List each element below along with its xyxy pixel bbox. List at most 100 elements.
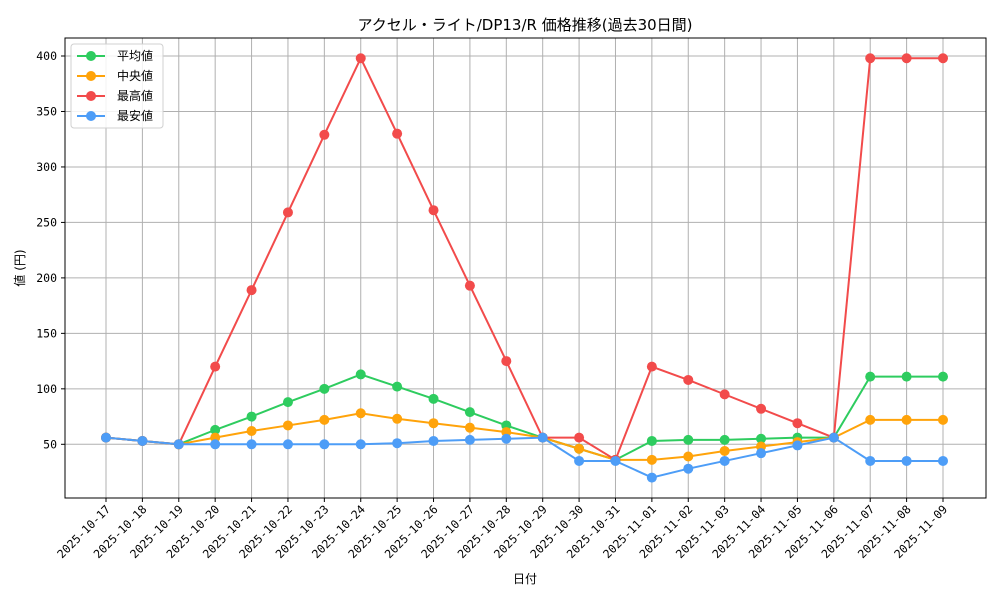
data-point — [282, 207, 293, 218]
series-最安値 — [101, 432, 948, 483]
data-point — [574, 443, 585, 454]
legend-label: 平均値 — [117, 48, 153, 63]
data-point — [683, 463, 694, 474]
data-point — [282, 439, 293, 450]
data-point — [355, 53, 366, 64]
data-point — [683, 451, 694, 462]
y-axis-label: 値 (円) — [12, 249, 27, 286]
chart-title: アクセル・ライト/DP13/R 価格推移(過去30日間) — [357, 16, 692, 34]
data-point — [428, 435, 439, 446]
data-point — [210, 439, 221, 450]
data-point — [101, 432, 111, 443]
y-tick-label: 250 — [36, 215, 57, 229]
y-tick-label: 400 — [36, 49, 57, 63]
data-point — [610, 455, 621, 466]
data-point — [901, 371, 912, 382]
data-point — [173, 439, 184, 450]
data-point — [392, 128, 403, 139]
data-point — [392, 438, 403, 449]
series-中央値 — [101, 408, 948, 465]
data-point — [355, 369, 366, 380]
data-point — [756, 433, 767, 444]
data-point — [646, 435, 657, 446]
data-point — [210, 361, 221, 372]
x-axis-ticks: 2025-10-172025-10-182025-10-192025-10-20… — [54, 498, 950, 561]
y-tick-label: 300 — [36, 160, 57, 174]
legend-marker-icon — [86, 51, 96, 61]
data-point — [828, 432, 839, 443]
data-point — [938, 414, 948, 425]
y-axis-ticks: 50 100 150 200 250 300 350 400 — [36, 49, 65, 451]
data-point — [355, 408, 366, 419]
data-point — [537, 432, 548, 443]
legend-box — [70, 43, 164, 129]
data-point — [683, 374, 694, 385]
legend-item: 平均値 — [77, 48, 153, 63]
data-point — [137, 435, 148, 446]
data-point — [901, 53, 912, 64]
data-point — [282, 420, 293, 431]
data-point — [719, 445, 730, 456]
y-tick-label: 350 — [36, 104, 57, 118]
x-axis-label: 日付 — [513, 572, 537, 586]
data-point — [282, 397, 293, 408]
legend-item: 最安値 — [77, 108, 153, 123]
data-point — [428, 418, 439, 429]
data-point — [792, 440, 803, 451]
legend-marker-icon — [86, 71, 96, 81]
data-point — [428, 205, 439, 216]
data-point — [719, 389, 730, 400]
data-point — [246, 285, 257, 296]
y-tick-label: 50 — [43, 437, 57, 451]
data-point — [646, 472, 657, 483]
data-point — [392, 413, 403, 424]
data-point — [574, 455, 585, 466]
data-point — [938, 53, 948, 64]
series-line — [105, 436, 943, 479]
series-lines — [101, 53, 948, 483]
legend-item: 中央値 — [77, 68, 153, 83]
data-point — [719, 434, 730, 445]
series-line — [105, 55, 943, 462]
data-point — [246, 425, 257, 436]
data-point — [865, 414, 876, 425]
data-point — [210, 424, 221, 435]
series-line — [105, 373, 943, 461]
y-tick-label: 200 — [36, 271, 57, 285]
data-point — [938, 455, 948, 466]
data-point — [901, 455, 912, 466]
data-point — [392, 381, 403, 392]
data-point — [319, 129, 330, 140]
data-point — [756, 448, 767, 459]
series-最高値 — [101, 53, 948, 465]
grid-lines — [65, 38, 986, 498]
legend-label: 最高値 — [117, 88, 153, 103]
data-point — [683, 434, 694, 445]
data-point — [792, 418, 803, 429]
data-point — [319, 383, 330, 394]
legend-label: 最安値 — [117, 108, 153, 123]
data-point — [464, 434, 475, 445]
data-point — [719, 455, 730, 466]
data-point — [756, 403, 767, 414]
legend-marker-icon — [86, 111, 96, 121]
legend-item: 最高値 — [77, 88, 153, 103]
data-point — [646, 361, 657, 372]
series-line — [105, 412, 943, 461]
data-point — [246, 439, 257, 450]
plot-frame — [64, 37, 987, 499]
data-point — [246, 411, 257, 422]
data-point — [574, 432, 585, 443]
data-point — [646, 454, 657, 465]
data-point — [865, 455, 876, 466]
y-tick-label: 100 — [36, 382, 57, 396]
data-point — [319, 439, 330, 450]
data-point — [464, 407, 475, 418]
data-point — [865, 53, 876, 64]
series-平均値 — [101, 369, 948, 465]
data-point — [501, 433, 512, 444]
data-point — [501, 356, 512, 367]
data-point — [464, 422, 475, 433]
